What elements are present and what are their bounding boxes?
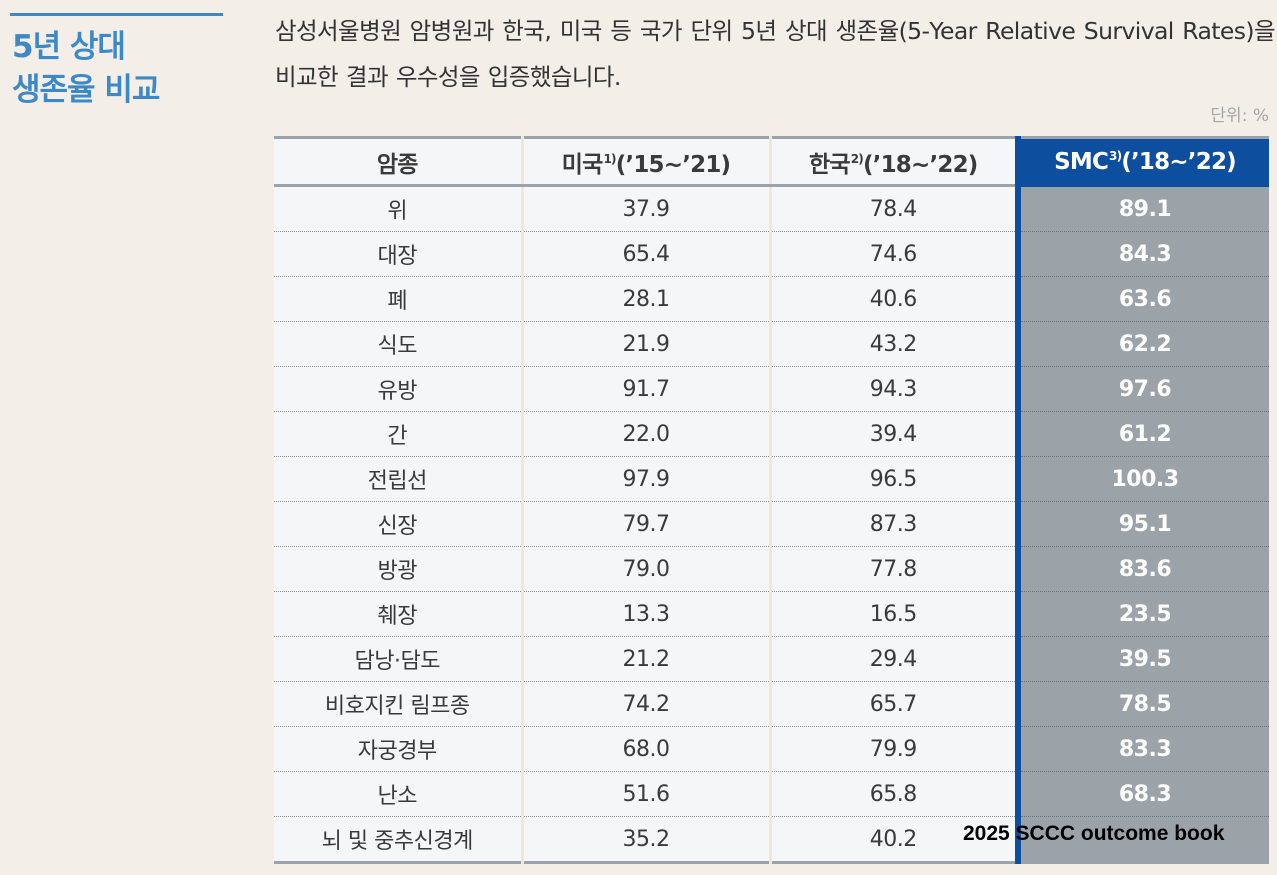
header-label: 한국	[808, 151, 851, 178]
table-row: 전립선 97.9 96.5 100.3	[274, 456, 1269, 502]
korea-rate-cell: 77.8	[768, 546, 1018, 592]
header-period: (’18~’22)	[862, 151, 978, 178]
smc-rate-cell: 78.5	[1015, 681, 1269, 727]
us-rate-cell: 28.1	[520, 276, 770, 322]
korea-rate-cell: 79.9	[768, 726, 1018, 772]
footnote-marker: 1)	[603, 151, 616, 166]
survival-rate-table: 암종 미국1)(’15~’21) 한국2)(’18~’22) SMC3)(’18…	[274, 136, 1269, 864]
header-cancer-type: 암종	[274, 137, 522, 187]
korea-rate-cell: 96.5	[768, 456, 1018, 502]
us-rate-cell: 79.0	[520, 546, 770, 592]
table-row: 췌장 13.3 16.5 23.5	[274, 591, 1269, 637]
cancer-type-cell: 신장	[274, 501, 522, 547]
korea-rate-cell: 16.5	[768, 591, 1018, 637]
korea-rate-cell: 94.3	[768, 366, 1018, 412]
cancer-type-cell: 담낭·담도	[274, 636, 522, 682]
intro-paragraph: 삼성서울병원 암병원과 한국, 미국 등 국가 단위 5년 상대 생존율(5-Y…	[275, 17, 1276, 91]
korea-rate-cell: 29.4	[768, 636, 1018, 682]
cancer-type-cell: 난소	[274, 771, 522, 817]
smc-rate-cell: 68.3	[1015, 771, 1269, 817]
table-row: 뇌 및 중추신경계 35.2 40.2	[274, 816, 1269, 863]
korea-rate-cell: 65.8	[768, 771, 1018, 817]
korea-rate-cell: 40.6	[768, 276, 1018, 322]
header-smc: SMC3)(’18~’22)	[1015, 137, 1269, 187]
us-rate-cell: 21.9	[520, 321, 770, 367]
cancer-type-cell: 위	[274, 185, 522, 232]
header-label: SMC	[1054, 148, 1109, 175]
us-rate-cell: 79.7	[520, 501, 770, 547]
cancer-type-cell: 유방	[274, 366, 522, 412]
cancer-type-cell: 폐	[274, 276, 522, 322]
us-rate-cell: 65.4	[520, 231, 770, 277]
korea-rate-cell: 40.2	[768, 816, 1018, 863]
cancer-type-cell: 자궁경부	[274, 726, 522, 772]
header-label: 미국	[561, 151, 604, 178]
header-period: (’18~’22)	[1121, 148, 1236, 175]
footnote-marker: 2)	[850, 151, 864, 166]
table-row: 비호지킨 림프종 74.2 65.7 78.5	[274, 681, 1269, 727]
table-row: 유방 91.7 94.3 97.6	[274, 366, 1269, 412]
cancer-type-cell: 방광	[274, 546, 522, 592]
us-rate-cell: 21.2	[520, 636, 770, 682]
smc-rate-cell	[1015, 816, 1269, 863]
korea-rate-cell: 43.2	[768, 321, 1018, 367]
smc-rate-cell: 23.5	[1015, 591, 1269, 637]
header-korea: 한국2)(’18~’22)	[768, 137, 1018, 187]
us-rate-cell: 13.3	[520, 591, 770, 637]
smc-rate-cell: 83.3	[1015, 726, 1269, 772]
table-row: 식도 21.9 43.2 62.2	[274, 321, 1269, 367]
smc-rate-cell: 63.6	[1015, 276, 1269, 322]
smc-rate-cell: 89.1	[1015, 185, 1269, 232]
us-rate-cell: 35.2	[520, 816, 770, 863]
table-row: 간 22.0 39.4 61.2	[274, 411, 1269, 457]
table-header-row: 암종 미국1)(’15~’21) 한국2)(’18~’22) SMC3)(’18…	[274, 137, 1269, 187]
cancer-type-cell: 전립선	[274, 456, 522, 502]
section-title-line2: 생존율 비교	[12, 72, 160, 108]
smc-rate-cell: 97.6	[1015, 366, 1269, 412]
smc-rate-cell: 84.3	[1015, 231, 1269, 277]
us-rate-cell: 51.6	[520, 771, 770, 817]
korea-rate-cell: 74.6	[768, 231, 1018, 277]
header-period: (’15~’21)	[615, 151, 731, 178]
korea-rate-cell: 87.3	[768, 501, 1018, 547]
us-rate-cell: 91.7	[520, 366, 770, 412]
section-title-line1: 5년 상대	[12, 29, 126, 65]
table-row: 대장 65.4 74.6 84.3	[274, 231, 1269, 277]
smc-rate-cell: 95.1	[1015, 501, 1269, 547]
footnote-marker: 3)	[1109, 148, 1122, 163]
korea-rate-cell: 65.7	[768, 681, 1018, 727]
smc-rate-cell: 39.5	[1015, 636, 1269, 682]
title-rule	[10, 13, 223, 16]
cancer-type-cell: 비호지킨 림프종	[274, 681, 522, 727]
table-row: 폐 28.1 40.6 63.6	[274, 276, 1269, 322]
korea-rate-cell: 39.4	[768, 411, 1018, 457]
cancer-type-cell: 대장	[274, 231, 522, 277]
table-row: 난소 51.6 65.8 68.3	[274, 771, 1269, 817]
cancer-type-cell: 췌장	[274, 591, 522, 637]
watermark: 2025 SCCC outcome book	[963, 822, 1225, 845]
cancer-type-cell: 식도	[274, 321, 522, 367]
table-row: 위 37.9 78.4 89.1	[274, 185, 1269, 232]
us-rate-cell: 22.0	[520, 411, 770, 457]
us-rate-cell: 37.9	[520, 185, 770, 232]
header-label: 암종	[376, 151, 419, 178]
unit-label: 단위: %	[1210, 106, 1269, 126]
smc-rate-cell: 61.2	[1015, 411, 1269, 457]
section-title: 5년 상대 생존율 비교	[12, 26, 232, 112]
table-row: 방광 79.0 77.8 83.6	[274, 546, 1269, 592]
cancer-type-cell: 뇌 및 중추신경계	[274, 816, 522, 863]
header-us: 미국1)(’15~’21)	[520, 137, 770, 187]
table-row: 담낭·담도 21.2 29.4 39.5	[274, 636, 1269, 682]
smc-rate-cell: 100.3	[1015, 456, 1269, 502]
smc-rate-cell: 83.6	[1015, 546, 1269, 592]
us-rate-cell: 74.2	[520, 681, 770, 727]
table-row: 신장 79.7 87.3 95.1	[274, 501, 1269, 547]
table-row: 자궁경부 68.0 79.9 83.3	[274, 726, 1269, 772]
us-rate-cell: 97.9	[520, 456, 770, 502]
cancer-type-cell: 간	[274, 411, 522, 457]
table-body: 위 37.9 78.4 89.1 대장 65.4 74.6 84.3 폐 28.1 40.6 63.6…	[274, 185, 1269, 863]
us-rate-cell: 68.0	[520, 726, 770, 772]
smc-rate-cell: 62.2	[1015, 321, 1269, 367]
korea-rate-cell: 78.4	[768, 185, 1018, 232]
